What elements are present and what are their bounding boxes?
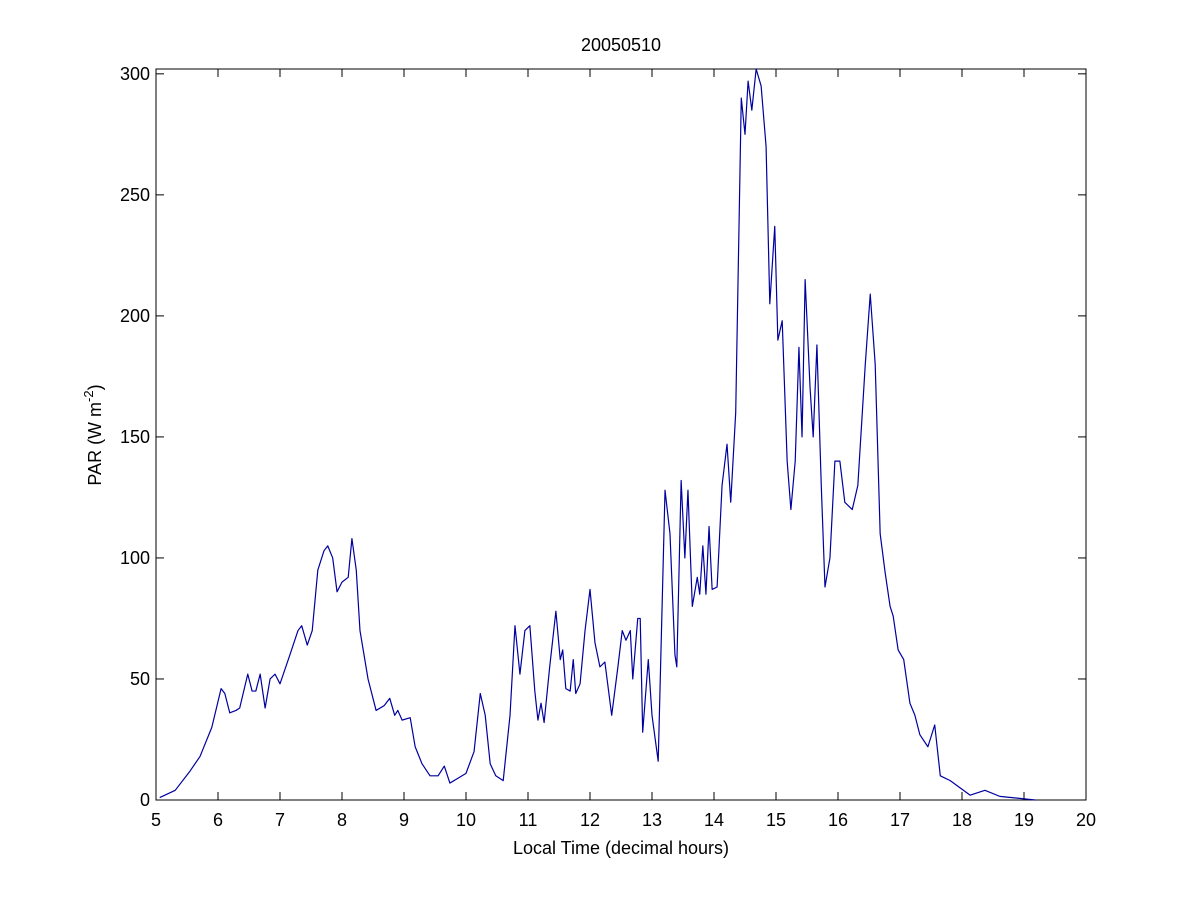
x-tick-label: 9	[399, 810, 409, 830]
x-tick-label: 7	[275, 810, 285, 830]
x-tick-label: 19	[1014, 810, 1034, 830]
y-axis-label-text: PAR (W m	[85, 402, 105, 486]
y-tick-label: 250	[120, 185, 150, 205]
x-tick-label: 18	[952, 810, 972, 830]
x-tick-label: 17	[890, 810, 910, 830]
x-tick-label: 15	[766, 810, 786, 830]
y-tick-label: 100	[120, 548, 150, 568]
plot-frame	[155, 68, 1087, 801]
y-axis-label-superscript: -2	[81, 390, 96, 402]
y-tick-label: 0	[140, 790, 150, 810]
y-tick-label: 50	[130, 669, 150, 689]
y-tick-label: 150	[120, 427, 150, 447]
x-tick-label: 16	[828, 810, 848, 830]
x-tick-label: 6	[213, 810, 223, 830]
x-tick-label: 20	[1076, 810, 1096, 830]
y-axis-label: PAR (W m-2)	[81, 384, 105, 485]
x-tick-label: 5	[151, 810, 161, 830]
x-tick-label: 14	[704, 810, 724, 830]
x-tick-label: 8	[337, 810, 347, 830]
y-tick-label: 300	[120, 64, 150, 84]
x-tick-label: 11	[519, 810, 538, 830]
x-axis-label: Local Time (decimal hours)	[513, 838, 729, 858]
x-tick-label: 10	[456, 810, 476, 830]
y-tick-label: 200	[120, 306, 150, 326]
data-line	[159, 68, 1036, 801]
x-tick-label: 12	[580, 810, 600, 830]
y-axis-label-text: )	[85, 384, 105, 390]
chart-title: 20050510	[581, 35, 661, 55]
x-tick-label: 13	[642, 810, 662, 830]
